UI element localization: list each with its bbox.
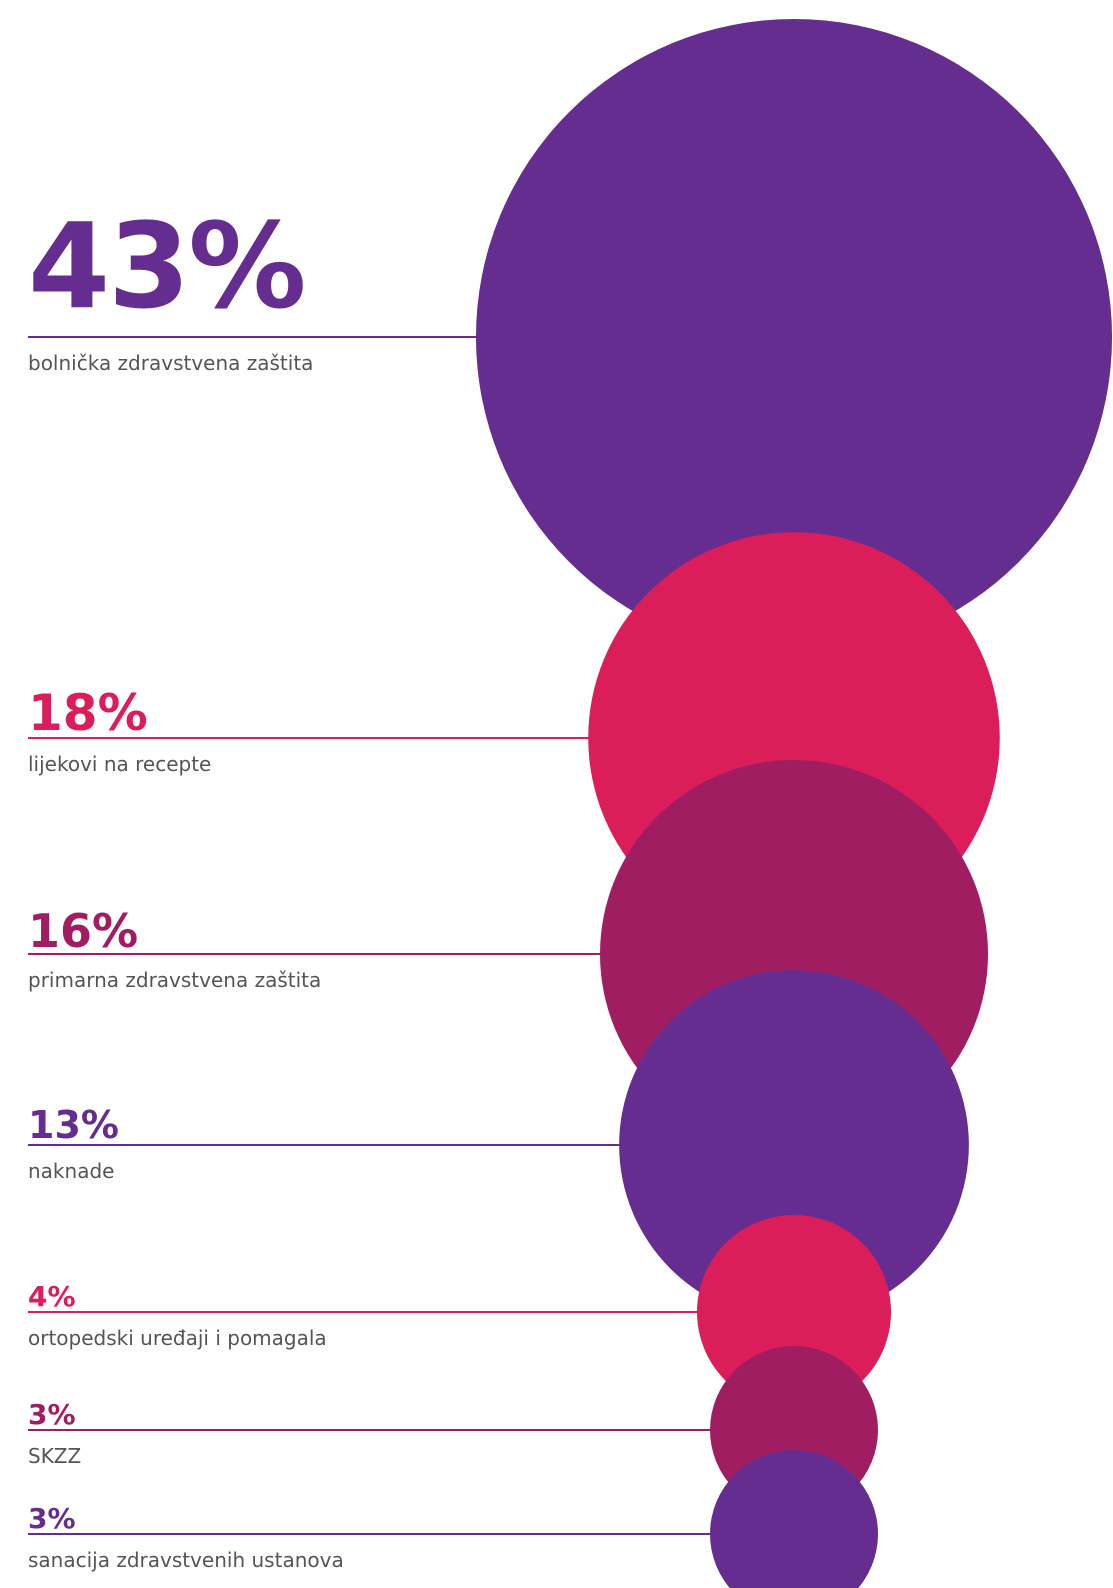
category-label: bolnička zdravstvena zaštita [28,351,314,375]
bubble [475,18,1113,656]
category-label: naknade [28,1159,115,1183]
value-label: 3% [28,1398,76,1432]
value-label: 3% [28,1502,76,1536]
bubble [697,1215,891,1409]
category-label: ortopedski uređaji i pomagala [28,1326,327,1350]
bubble [710,1450,878,1588]
value-label: 16% [28,903,139,958]
value-label: 4% [28,1280,76,1314]
bubble [619,970,969,1320]
category-label: sanacija zdravstvenih ustanova [28,1548,344,1572]
value-label: 13% [28,1102,119,1147]
category-label: lijekovi na recepte [28,752,212,776]
value-label: 43% [28,197,306,336]
category-label: primarna zdravstvena zaštita [28,968,322,992]
category-label: SKZZ [28,1444,82,1468]
value-label: 18% [28,684,148,742]
